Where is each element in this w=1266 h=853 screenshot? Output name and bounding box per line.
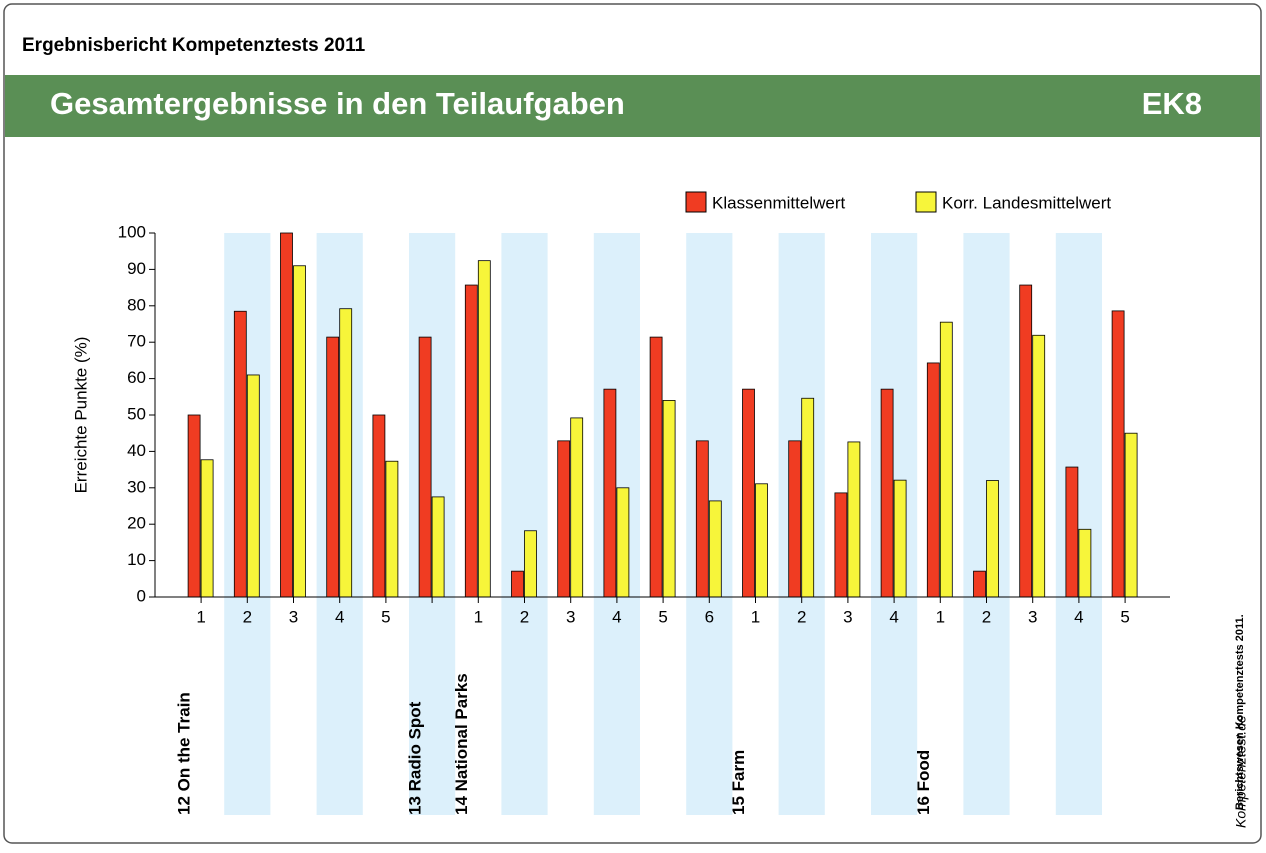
x-tick-label: 5 bbox=[381, 607, 390, 626]
bar bbox=[246, 374, 260, 598]
y-tick-label: 100 bbox=[118, 222, 146, 241]
legend-label: Klassenmittelwert bbox=[712, 193, 845, 212]
bar bbox=[788, 440, 802, 598]
y-axis-label: Erreichte Punkte (%) bbox=[71, 337, 90, 494]
x-tick-label: 1 bbox=[751, 607, 760, 626]
bar bbox=[755, 483, 768, 598]
x-tick-label: 2 bbox=[982, 607, 991, 626]
bar bbox=[477, 260, 491, 598]
bar bbox=[524, 530, 537, 598]
x-tick-label: 3 bbox=[289, 607, 298, 626]
bar bbox=[1019, 284, 1033, 598]
x-tick-label: 2 bbox=[797, 607, 806, 626]
stripe bbox=[501, 233, 548, 815]
bar bbox=[973, 570, 986, 598]
banner-title: Gesamtergebnisse in den Teilaufgaben bbox=[50, 86, 625, 121]
bar bbox=[939, 321, 953, 598]
legend-swatch bbox=[915, 191, 937, 213]
bar bbox=[649, 336, 663, 598]
bar bbox=[280, 232, 293, 598]
x-tick-label: 2 bbox=[520, 607, 529, 626]
bar bbox=[1032, 334, 1046, 598]
bar bbox=[695, 440, 709, 598]
bar bbox=[464, 284, 478, 598]
legend-label: Korr. Landesmittelwert bbox=[942, 193, 1111, 212]
bar bbox=[418, 336, 432, 598]
y-tick-label: 90 bbox=[127, 259, 146, 278]
side-note: Berichtswesen Kompetenztests 2011. bbox=[1234, 614, 1246, 810]
bar bbox=[834, 492, 848, 598]
bar bbox=[293, 265, 306, 598]
x-tick-label: 4 bbox=[335, 607, 344, 626]
x-tick-label: 3 bbox=[843, 607, 852, 626]
bar bbox=[1124, 432, 1138, 598]
bar bbox=[986, 480, 999, 598]
logo: Kompetenztest.de bbox=[1233, 715, 1249, 828]
bar bbox=[1111, 310, 1125, 598]
stripe bbox=[1055, 233, 1102, 815]
x-tick-label: 3 bbox=[566, 607, 575, 626]
bar bbox=[662, 400, 676, 598]
y-tick-label: 60 bbox=[127, 368, 146, 387]
bar bbox=[570, 417, 584, 598]
group-label: 13 Radio Spot bbox=[406, 701, 425, 815]
bar bbox=[926, 362, 940, 598]
bar bbox=[187, 414, 201, 598]
y-tick-label: 20 bbox=[127, 514, 146, 533]
x-tick-label: 4 bbox=[612, 607, 621, 626]
header: Ergebnisbericht Kompetenztests 2011 bbox=[22, 35, 366, 56]
bar bbox=[893, 479, 907, 598]
y-tick-label: 70 bbox=[127, 332, 146, 351]
group-label: 14 National Parks bbox=[452, 673, 471, 815]
bar bbox=[708, 500, 722, 598]
group-label: 12 On the Train bbox=[175, 692, 194, 815]
bar bbox=[431, 496, 445, 598]
y-tick-label: 80 bbox=[127, 295, 146, 314]
bar bbox=[847, 441, 861, 598]
y-tick-label: 50 bbox=[127, 404, 146, 423]
bar bbox=[339, 308, 353, 598]
bar bbox=[603, 388, 617, 598]
bar bbox=[742, 388, 755, 598]
x-tick-label: 4 bbox=[1074, 607, 1083, 626]
x-tick-label: 1 bbox=[474, 607, 483, 626]
banner-code: EK8 bbox=[1142, 86, 1202, 121]
group-label: 15 Farm bbox=[729, 750, 748, 815]
bar bbox=[385, 460, 399, 598]
bar bbox=[372, 414, 386, 598]
bar bbox=[233, 310, 247, 598]
x-tick-label: 2 bbox=[243, 607, 252, 626]
group-label: 16 Food bbox=[914, 750, 933, 815]
x-tick-label: 1 bbox=[196, 607, 205, 626]
y-tick-label: 40 bbox=[127, 441, 146, 460]
x-tick-label: 3 bbox=[1028, 607, 1037, 626]
bar bbox=[511, 570, 524, 598]
x-tick-label: 4 bbox=[889, 607, 898, 626]
x-tick-label: 5 bbox=[658, 607, 667, 626]
bar bbox=[1078, 528, 1092, 598]
y-tick-label: 30 bbox=[127, 477, 146, 496]
bar bbox=[880, 388, 894, 598]
bar bbox=[616, 487, 630, 598]
y-tick-label: 10 bbox=[127, 550, 146, 569]
bar bbox=[1065, 466, 1079, 598]
bar bbox=[326, 336, 340, 598]
bar bbox=[200, 459, 214, 598]
banner bbox=[5, 75, 1260, 137]
bar bbox=[801, 397, 815, 598]
bar bbox=[557, 440, 571, 598]
y-tick-label: 0 bbox=[137, 586, 146, 605]
x-tick-label: 6 bbox=[705, 607, 714, 626]
legend-swatch bbox=[685, 191, 707, 213]
x-tick-label: 5 bbox=[1120, 607, 1129, 626]
x-tick-label: 1 bbox=[936, 607, 945, 626]
